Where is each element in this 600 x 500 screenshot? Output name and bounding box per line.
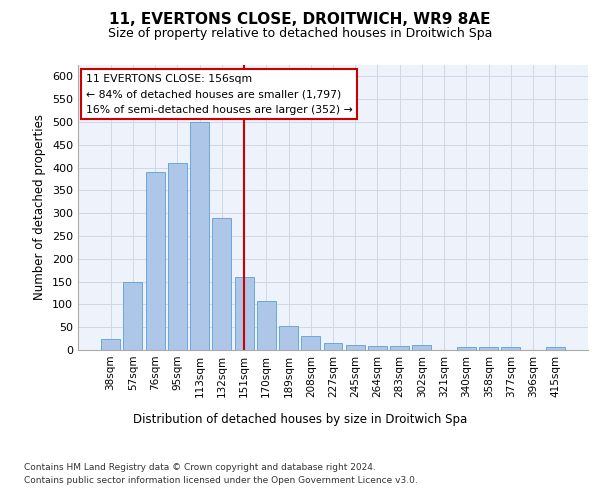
Bar xyxy=(168,163,187,350)
Bar xyxy=(279,326,298,350)
Bar xyxy=(146,172,164,350)
Bar xyxy=(368,346,387,350)
Bar xyxy=(412,346,431,350)
Text: Contains HM Land Registry data © Crown copyright and database right 2024.: Contains HM Land Registry data © Crown c… xyxy=(24,462,376,471)
Text: Size of property relative to detached houses in Droitwich Spa: Size of property relative to detached ho… xyxy=(108,28,492,40)
Bar xyxy=(235,277,254,350)
Bar xyxy=(346,344,365,350)
Bar xyxy=(212,218,231,350)
Bar xyxy=(457,348,476,350)
Bar xyxy=(301,336,320,350)
Bar xyxy=(124,282,142,350)
Bar xyxy=(390,346,409,350)
Text: Contains public sector information licensed under the Open Government Licence v3: Contains public sector information licen… xyxy=(24,476,418,485)
Bar xyxy=(479,348,498,350)
Bar xyxy=(101,338,120,350)
Bar xyxy=(546,348,565,350)
Bar xyxy=(257,301,276,350)
Bar xyxy=(190,122,209,350)
Text: 11, EVERTONS CLOSE, DROITWICH, WR9 8AE: 11, EVERTONS CLOSE, DROITWICH, WR9 8AE xyxy=(109,12,491,28)
Y-axis label: Number of detached properties: Number of detached properties xyxy=(34,114,46,300)
Text: Distribution of detached houses by size in Droitwich Spa: Distribution of detached houses by size … xyxy=(133,412,467,426)
Bar xyxy=(502,348,520,350)
Bar xyxy=(323,343,343,350)
Text: 11 EVERTONS CLOSE: 156sqm
← 84% of detached houses are smaller (1,797)
16% of se: 11 EVERTONS CLOSE: 156sqm ← 84% of detac… xyxy=(86,74,352,115)
